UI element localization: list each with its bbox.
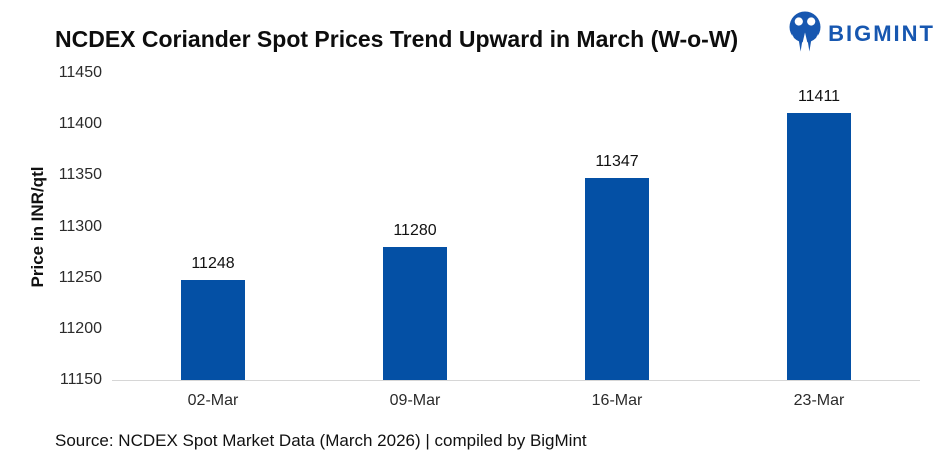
chart-title: NCDEX Coriander Spot Prices Trend Upward… [55,26,739,52]
bar-23-Mar [787,112,851,380]
bar-02-Mar [181,279,245,380]
bigmint-logo-icon [787,10,823,57]
y-tick-label: 11300 [58,217,102,235]
bar-value-label: 11248 [191,254,235,272]
bar-09-Mar [383,246,447,380]
x-tick-label: 16-Mar [591,392,643,409]
source-note: Source: NCDEX Spot Market Data (March 20… [55,431,587,450]
bigmint-logo: BIGMINT [787,10,935,57]
plot-area: 11150 11200 11250 11300 11350 11400 11450 11248… [59,64,920,409]
bar-value-label: 11280 [393,221,437,239]
y-tick-label: 11200 [58,319,102,337]
y-tick-label: 11350 [58,166,102,184]
y-tick-label: 11150 [59,371,102,388]
bar-value-label: 11411 [797,87,841,105]
y-tick-label: 11250 [58,268,102,286]
bigmint-logo-text: BIGMINT [828,20,935,46]
y-tick-label: 11450 [58,64,102,81]
x-tick-label: 09-Mar [389,392,441,409]
x-tick-label: 23-Mar [793,392,845,409]
x-tick-label: 02-Mar [187,392,239,409]
bar-16-Mar [585,178,649,380]
y-tick-label: 11400 [58,115,102,133]
bar-value-label: 11347 [595,153,639,171]
